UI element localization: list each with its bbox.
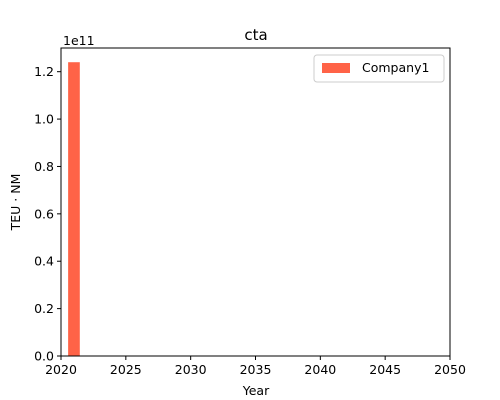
y-tick-label: 0.2 — [34, 301, 54, 316]
bars-group — [68, 62, 80, 356]
y-tick-label: 0.4 — [34, 254, 54, 269]
chart-title: cta — [244, 26, 267, 44]
y-axis-ticks: 0.0 0.2 0.4 0.6 0.8 1.0 1.2 — [34, 64, 61, 364]
x-axis-label: Year — [242, 383, 270, 398]
x-axis-ticks: 2020 2025 2030 2035 2040 2045 2050 — [45, 356, 466, 377]
y-tick-label: 0.8 — [34, 159, 54, 174]
plot-frame — [60, 47, 451, 357]
x-tick-label: 2050 — [434, 362, 466, 377]
y-axis-label: TEU · NM — [8, 174, 23, 232]
x-tick-label: 2030 — [175, 362, 207, 377]
x-tick-label: 2020 — [45, 362, 77, 377]
legend-frame — [313, 54, 445, 83]
x-tick-label: 2045 — [369, 362, 401, 377]
y-tick-label: 1.2 — [34, 64, 54, 79]
y-tick-label: 1.0 — [34, 112, 54, 127]
legend-swatch-company1 — [322, 63, 350, 73]
x-tick-label: 2035 — [240, 362, 272, 377]
legend-label-company1: Company1 — [362, 60, 429, 75]
y-tick-label: 0.0 — [34, 349, 54, 364]
bar-company1-2021 — [68, 62, 80, 356]
legend: Company1 — [313, 54, 445, 83]
y-axis-offset-label: 1e11 — [63, 33, 95, 48]
y-tick-label: 0.6 — [34, 206, 54, 221]
x-tick-label: 2025 — [110, 362, 142, 377]
x-tick-label: 2040 — [304, 362, 336, 377]
